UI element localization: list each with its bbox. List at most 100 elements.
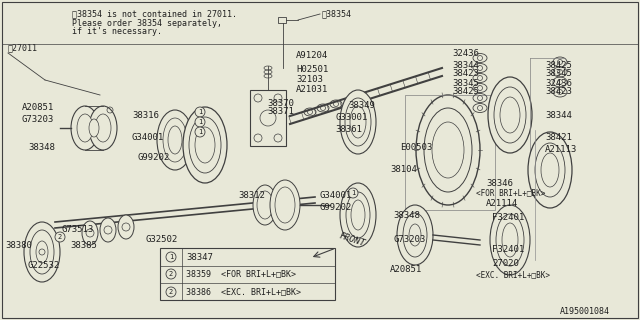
Ellipse shape (340, 90, 376, 154)
Ellipse shape (100, 218, 116, 242)
Text: G73513: G73513 (62, 226, 94, 235)
Ellipse shape (77, 114, 93, 142)
Text: 38421: 38421 (545, 133, 572, 142)
Text: A20851: A20851 (390, 266, 422, 275)
Bar (250, 90, 286, 146)
Text: 38349: 38349 (348, 100, 375, 109)
Text: ‸38354: ‸38354 (322, 10, 352, 19)
Text: 2: 2 (169, 271, 173, 277)
Text: 1: 1 (351, 190, 355, 196)
Ellipse shape (416, 95, 480, 205)
Text: 32436: 32436 (452, 49, 479, 58)
Ellipse shape (195, 127, 215, 163)
Text: 38104: 38104 (390, 165, 417, 174)
Ellipse shape (82, 221, 98, 245)
Text: E00503: E00503 (400, 143, 432, 153)
Ellipse shape (351, 200, 365, 230)
Ellipse shape (535, 143, 565, 197)
Text: 1: 1 (198, 119, 202, 125)
Text: G34001: G34001 (132, 133, 164, 142)
Text: 38425: 38425 (545, 60, 572, 69)
Ellipse shape (89, 119, 99, 137)
Ellipse shape (36, 241, 48, 263)
Ellipse shape (163, 118, 187, 162)
Text: 1: 1 (198, 109, 202, 115)
Circle shape (166, 287, 176, 297)
Circle shape (348, 188, 358, 198)
Text: 38345: 38345 (545, 69, 572, 78)
Ellipse shape (397, 205, 433, 265)
Text: 38347: 38347 (186, 252, 213, 261)
Text: 38344: 38344 (452, 60, 479, 69)
Bar (160, 248, 335, 300)
Text: 27020: 27020 (492, 260, 519, 268)
Text: <FOR BRI+L+□BK>: <FOR BRI+L+□BK> (476, 188, 545, 197)
Text: A21031: A21031 (296, 85, 328, 94)
Text: G33001: G33001 (335, 114, 367, 123)
Ellipse shape (257, 191, 273, 219)
Ellipse shape (24, 222, 60, 282)
Text: 38386  <EXC. BRI+L+□BK>: 38386 <EXC. BRI+L+□BK> (186, 287, 301, 297)
Text: A21113: A21113 (545, 146, 577, 155)
Text: Please order 38354 separately,: Please order 38354 separately, (72, 19, 222, 28)
Text: 38348: 38348 (393, 211, 420, 220)
Circle shape (195, 127, 205, 137)
Text: 2: 2 (58, 234, 62, 240)
Text: 38348: 38348 (28, 143, 55, 153)
Ellipse shape (345, 98, 371, 146)
Text: 1: 1 (169, 254, 173, 260)
Ellipse shape (95, 114, 111, 142)
Circle shape (195, 117, 205, 127)
Circle shape (55, 232, 65, 242)
Ellipse shape (424, 108, 472, 192)
Text: ‸27011: ‸27011 (8, 44, 38, 52)
Ellipse shape (346, 192, 370, 238)
Text: if it's necessary.: if it's necessary. (72, 28, 162, 36)
Text: F32401: F32401 (492, 213, 524, 222)
Ellipse shape (89, 106, 117, 150)
Text: 38380: 38380 (5, 241, 32, 250)
Ellipse shape (403, 213, 427, 257)
Ellipse shape (30, 230, 54, 274)
Circle shape (195, 107, 205, 117)
Text: 38312: 38312 (238, 190, 265, 199)
Ellipse shape (502, 223, 518, 257)
Text: ‸38354 is not contained in 27011.: ‸38354 is not contained in 27011. (72, 10, 237, 19)
Ellipse shape (409, 224, 421, 246)
Ellipse shape (253, 185, 277, 225)
Ellipse shape (157, 110, 193, 170)
Text: G34001: G34001 (320, 191, 352, 201)
Text: G99202: G99202 (320, 204, 352, 212)
Text: 2: 2 (169, 289, 173, 295)
Ellipse shape (183, 107, 227, 183)
Text: 38425: 38425 (452, 87, 479, 97)
Text: A20851: A20851 (22, 103, 54, 113)
Ellipse shape (118, 215, 134, 239)
Text: 32103: 32103 (296, 76, 323, 84)
Ellipse shape (490, 205, 530, 275)
Text: 32436: 32436 (545, 78, 572, 87)
Text: G73203: G73203 (393, 236, 425, 244)
Bar (278, 17, 286, 23)
Ellipse shape (528, 132, 572, 208)
Text: 38361: 38361 (335, 125, 362, 134)
Text: 38371: 38371 (267, 108, 294, 116)
Ellipse shape (432, 122, 464, 178)
Text: A195001084: A195001084 (560, 308, 610, 316)
Ellipse shape (541, 153, 559, 187)
Ellipse shape (168, 126, 182, 154)
Ellipse shape (189, 117, 221, 173)
Ellipse shape (270, 180, 300, 230)
Text: G22532: G22532 (28, 260, 60, 269)
Text: 38359  <FOR BRI+L+□BK>: 38359 <FOR BRI+L+□BK> (186, 269, 296, 278)
Text: 38345: 38345 (452, 78, 479, 87)
Text: A21114: A21114 (486, 199, 518, 209)
Text: 38346: 38346 (486, 179, 513, 188)
Ellipse shape (350, 106, 366, 138)
Text: A91204: A91204 (296, 51, 328, 60)
Text: H02501: H02501 (296, 66, 328, 75)
Text: FRONT: FRONT (338, 231, 366, 248)
Ellipse shape (340, 183, 376, 247)
Ellipse shape (488, 77, 532, 153)
Text: 1: 1 (198, 129, 202, 135)
